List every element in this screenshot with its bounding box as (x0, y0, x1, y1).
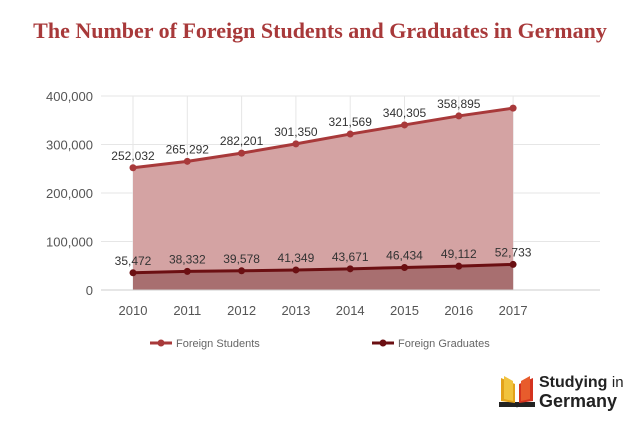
data-label: 358,895 (437, 97, 481, 111)
data-point (292, 266, 300, 274)
data-label: 43,671 (332, 250, 369, 264)
data-point (455, 112, 463, 120)
studying-in-germany-logo: Studying in Germany (495, 372, 635, 417)
open-book-icon (499, 376, 535, 408)
series-line-0 (132, 106, 514, 170)
data-point (238, 267, 246, 275)
data-point (183, 157, 191, 165)
data-point (346, 130, 354, 138)
logo-text-studying: Studying (539, 374, 608, 391)
y-tick-label: 0 (86, 283, 93, 298)
data-label: 301,350 (274, 125, 318, 139)
data-point (509, 104, 517, 112)
data-point (401, 263, 408, 271)
legend-swatch-marker (379, 339, 387, 347)
x-tick-label: 2016 (444, 303, 473, 318)
data-label: 49,112 (441, 247, 477, 261)
data-label: 41,349 (278, 251, 315, 265)
legend-swatch-marker (157, 339, 165, 347)
y-tick-label: 400,000 (46, 89, 93, 104)
data-label: 39,578 (223, 252, 260, 266)
data-point (346, 265, 354, 273)
x-tick-label: 2017 (499, 303, 528, 318)
data-label: 46,434 (386, 248, 423, 262)
x-tick-label: 2014 (336, 303, 365, 318)
logo-text-in: in (611, 374, 624, 391)
data-label: 38,332 (169, 252, 206, 266)
chart-title: The Number of Foreign Students and Gradu… (33, 18, 607, 43)
series-area-0 (133, 108, 514, 290)
data-point (509, 260, 517, 268)
data-point (238, 149, 246, 157)
y-tick-label: 300,000 (46, 138, 93, 153)
x-tick-label: 2013 (281, 303, 310, 318)
series-line-1 (132, 262, 514, 275)
x-tick-label: 2010 (119, 303, 148, 318)
data-label: 321,569 (329, 115, 373, 129)
data-point (183, 267, 191, 275)
data-point (292, 140, 300, 148)
x-tick-label: 2015 (390, 303, 419, 318)
legend-label: Foreign Students (176, 338, 260, 350)
data-point (455, 262, 463, 270)
data-label: 252,032 (111, 149, 155, 163)
data-point (401, 121, 408, 129)
data-point (129, 269, 137, 277)
data-label: 52,733 (495, 245, 532, 259)
y-tick-label: 100,000 (46, 235, 93, 250)
data-label: 282,201 (220, 134, 264, 148)
data-label: 265,292 (166, 142, 210, 156)
x-tick-label: 2011 (173, 303, 201, 318)
logo-text-germany: Germany (539, 391, 618, 411)
data-label: 340,305 (383, 106, 427, 120)
data-label: 35,472 (115, 254, 152, 268)
series-area-1 (133, 264, 514, 290)
legend-label: Foreign Graduates (398, 338, 490, 350)
data-point (129, 164, 137, 172)
y-tick-label: 200,000 (46, 186, 93, 201)
x-tick-label: 2012 (227, 303, 256, 318)
